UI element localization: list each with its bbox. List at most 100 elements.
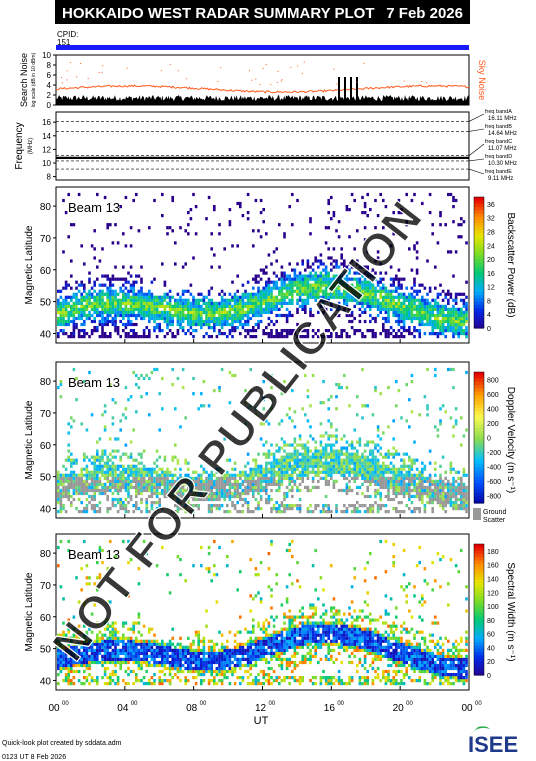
heatmap-cell — [116, 676, 120, 680]
heatmap-cell — [280, 304, 284, 308]
heatmap-cell — [460, 497, 463, 502]
heatmap-cell — [311, 470, 315, 474]
heatmap-cell — [116, 679, 120, 683]
heatmap-cell — [111, 642, 115, 646]
heatmap-cell — [109, 437, 112, 441]
heatmap-cell — [327, 479, 330, 483]
heatmap-cell — [395, 470, 398, 474]
heatmap-cell — [306, 274, 310, 278]
heatmap-cell — [457, 310, 460, 314]
heatmap-cell — [350, 470, 354, 474]
heatmap-cell — [324, 479, 328, 483]
heatmap-cell — [116, 485, 120, 489]
heatmap-cell — [306, 485, 310, 489]
heatmap-cell — [124, 654, 128, 658]
heatmap-cell — [272, 335, 276, 339]
heatmap-cell — [109, 657, 112, 661]
heatmap-cell — [119, 419, 122, 423]
colorbar-swatch — [474, 311, 484, 316]
heatmap-cell — [233, 292, 237, 296]
heatmap-cell — [278, 485, 281, 489]
heatmap-cell — [374, 464, 377, 468]
heatmap-cell — [363, 458, 367, 462]
heatmap-cell — [267, 494, 271, 499]
heatmap-cell — [309, 425, 312, 429]
heatmap-cell — [236, 313, 239, 318]
heatmap-cell — [413, 329, 416, 333]
heatmap-cell — [153, 304, 156, 308]
heatmap-cell — [374, 301, 377, 305]
heatmap-cell — [111, 274, 115, 278]
heatmap-cell — [166, 473, 169, 477]
heatmap-cell — [132, 510, 135, 514]
heatmap-cells — [57, 367, 468, 514]
heatmap-cell — [449, 322, 453, 327]
heatmap-cell — [280, 470, 284, 474]
heatmap-cell — [371, 455, 375, 459]
heatmap-cell — [322, 335, 325, 339]
heatmap-cell — [322, 446, 325, 450]
heatmap-cell — [111, 657, 115, 661]
heatmap-cell — [257, 274, 260, 278]
heatmap-cell — [265, 501, 268, 505]
heatmap-cell — [233, 307, 237, 311]
heatmap-cell — [363, 201, 367, 206]
heatmap-cell — [158, 298, 161, 302]
heatmap-cell — [176, 461, 180, 465]
heatmap-cell — [283, 235, 286, 239]
heatmap-cell — [408, 458, 411, 462]
heatmap-cell — [96, 660, 99, 665]
heatmap-cell — [90, 654, 94, 658]
heatmap-cell — [70, 259, 73, 263]
heatmap-cell — [413, 283, 416, 287]
heatmap-cell — [67, 660, 70, 665]
heatmap-cell — [114, 313, 117, 318]
heatmap-cell — [129, 310, 133, 314]
heatmap-cell — [439, 313, 442, 318]
noise-dot — [80, 63, 82, 65]
heatmap-cell — [291, 488, 294, 493]
heatmap-cell — [122, 639, 125, 643]
heatmap-cell — [124, 304, 128, 308]
heatmap-cell — [369, 280, 372, 284]
heatmap-cell — [88, 370, 91, 375]
heatmap-cell — [83, 473, 86, 477]
heatmap-cell — [387, 301, 390, 305]
heatmap-cell — [311, 295, 315, 299]
heatmap-cell — [350, 510, 354, 514]
heatmap-cell — [285, 461, 289, 465]
heatmap-cell — [452, 298, 455, 302]
heatmap-cell — [301, 277, 304, 281]
latitude-tick-label: 60 — [40, 266, 52, 277]
heatmap-cell — [70, 416, 73, 420]
heatmap-cell — [324, 446, 328, 450]
heatmap-cell — [101, 657, 104, 661]
heatmap-cell — [259, 211, 263, 215]
heatmap-cell — [259, 470, 263, 474]
heatmap-cell — [449, 316, 453, 321]
heatmap-cell — [288, 289, 291, 293]
heatmap-cell — [226, 322, 229, 327]
heatmap-cell — [179, 473, 182, 477]
heatmap-cell — [288, 473, 291, 477]
heatmap-cell — [418, 479, 421, 483]
heatmap-cell — [163, 491, 167, 496]
heatmap-cell — [387, 329, 390, 333]
heatmap-cell — [106, 310, 109, 314]
heatmap-cell — [439, 283, 442, 287]
heatmap-cell — [330, 289, 333, 293]
heatmap-cell — [166, 232, 169, 236]
heatmap-cell — [210, 304, 213, 308]
colorbar-swatch — [474, 229, 484, 234]
heatmap-cell — [397, 268, 401, 272]
heatmap-cell — [332, 277, 336, 281]
heatmap-cell — [135, 473, 138, 477]
heatmap-cell — [135, 335, 138, 339]
heatmap-cell — [454, 295, 458, 299]
noise-dot — [301, 72, 303, 74]
heatmap-cell — [194, 504, 198, 508]
heatmap-cell — [366, 298, 369, 302]
heatmap-cell — [137, 304, 141, 308]
heatmap-cell — [64, 473, 68, 477]
heatmap-cell — [324, 458, 328, 462]
